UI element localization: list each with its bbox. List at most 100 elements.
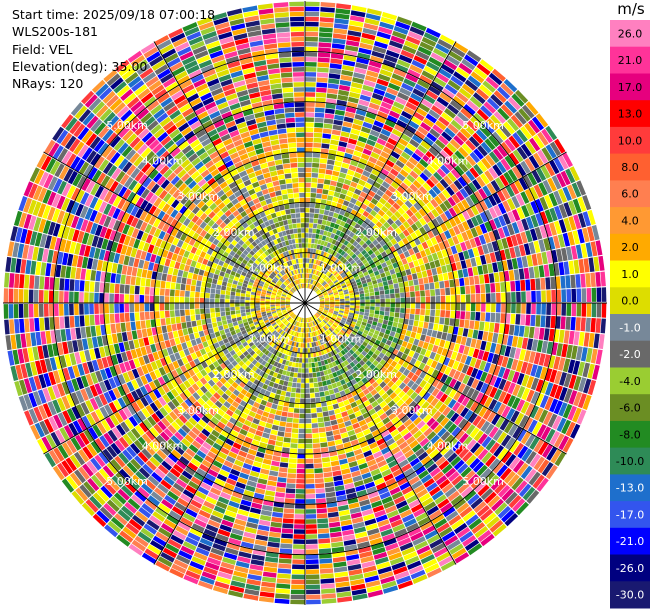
velocity-gate	[294, 347, 298, 353]
velocity-gate	[185, 508, 198, 518]
velocity-gate	[375, 115, 386, 124]
velocity-gate	[242, 318, 248, 323]
velocity-gate	[224, 389, 233, 397]
velocity-gate	[191, 413, 201, 423]
velocity-gate	[265, 306, 271, 310]
velocity-gate	[335, 283, 341, 287]
velocity-gate	[568, 216, 577, 231]
velocity-gate	[412, 180, 422, 189]
velocity-gate	[362, 229, 369, 236]
velocity-gate	[307, 322, 309, 328]
velocity-gate	[412, 404, 421, 413]
velocity-gate	[491, 498, 504, 512]
velocity-gate	[314, 346, 318, 352]
velocity-gate	[248, 448, 257, 456]
velocity-gate	[52, 465, 65, 481]
velocity-gate	[312, 264, 316, 269]
velocity-gate	[261, 463, 271, 470]
velocity-gate	[352, 338, 358, 344]
velocity-gate	[528, 119, 541, 134]
velocity-gate	[104, 524, 119, 538]
velocity-gate	[524, 189, 534, 202]
velocity-gate	[512, 132, 524, 146]
velocity-gate	[413, 279, 419, 286]
velocity-gate	[504, 345, 512, 357]
velocity-gate	[42, 387, 52, 402]
velocity-gate	[380, 327, 386, 334]
velocity-gate	[334, 309, 339, 312]
velocity-gate	[337, 313, 343, 318]
velocity-gate	[422, 256, 429, 264]
velocity-gate	[205, 496, 217, 505]
velocity-gate	[479, 223, 488, 234]
velocity-gate	[338, 269, 344, 275]
velocity-gate	[289, 397, 295, 403]
velocity-gate	[305, 92, 316, 97]
velocity-gate	[216, 335, 223, 342]
velocity-gate	[90, 372, 99, 384]
velocity-gate	[271, 403, 278, 410]
velocity-gate	[396, 327, 402, 334]
velocity-gate	[236, 316, 242, 322]
velocity-gate	[372, 473, 383, 481]
velocity-gate	[461, 143, 473, 155]
velocity-gate	[305, 187, 311, 193]
velocity-gate	[18, 395, 28, 411]
velocity-gate	[202, 403, 211, 411]
velocity-gate	[335, 413, 343, 419]
velocity-gate	[248, 320, 254, 325]
velocity-gate	[354, 308, 360, 312]
velocity-gate	[398, 358, 405, 366]
velocity-gate	[573, 214, 582, 230]
velocity-gate	[63, 425, 74, 439]
velocity-gate	[519, 415, 529, 428]
velocity-gate	[480, 173, 490, 185]
velocity-gate	[410, 254, 418, 262]
velocity-gate	[131, 514, 146, 527]
velocity-gate	[251, 502, 263, 510]
velocity-gate	[314, 112, 325, 118]
velocity-gate	[117, 488, 130, 501]
velocity-gate	[233, 570, 248, 579]
velocity-gate	[359, 308, 365, 313]
velocity-gate	[234, 437, 244, 445]
velocity-gate	[230, 468, 241, 477]
velocity-gate	[452, 235, 460, 245]
velocity-gate	[438, 68, 452, 79]
velocity-gate	[376, 438, 386, 446]
velocity-gate	[315, 265, 320, 271]
velocity-gate	[505, 453, 517, 467]
velocity-gate	[465, 514, 479, 526]
velocity-gate	[340, 244, 346, 250]
velocity-gate	[199, 463, 210, 473]
velocity-gate	[310, 398, 316, 403]
velocity-gate	[314, 392, 320, 398]
velocity-gate	[144, 499, 158, 511]
velocity-gate	[495, 313, 501, 323]
velocity-gate	[321, 598, 337, 604]
velocity-gate	[490, 94, 504, 107]
velocity-gate	[306, 328, 309, 333]
velocity-gate	[143, 354, 150, 365]
velocity-gate	[453, 343, 460, 352]
velocity-gate	[486, 293, 491, 303]
velocity-gate	[316, 324, 320, 330]
velocity-gate	[320, 7, 335, 13]
velocity-gate	[333, 23, 348, 30]
velocity-gate	[186, 407, 195, 417]
velocity-gate	[325, 277, 330, 282]
velocity-gate	[66, 408, 77, 422]
velocity-gate	[502, 200, 511, 213]
velocity-gate	[269, 370, 275, 376]
velocity-gate	[173, 559, 189, 570]
velocity-gate	[320, 250, 325, 256]
velocity-gate	[49, 357, 57, 371]
velocity-gate	[42, 403, 53, 418]
velocity-gate	[405, 297, 411, 303]
velocity-gate	[378, 318, 384, 324]
velocity-gate	[360, 324, 366, 330]
velocity-gate	[229, 585, 245, 593]
velocity-gate	[195, 410, 204, 419]
velocity-gate	[402, 323, 408, 330]
velocity-gate	[432, 124, 444, 135]
